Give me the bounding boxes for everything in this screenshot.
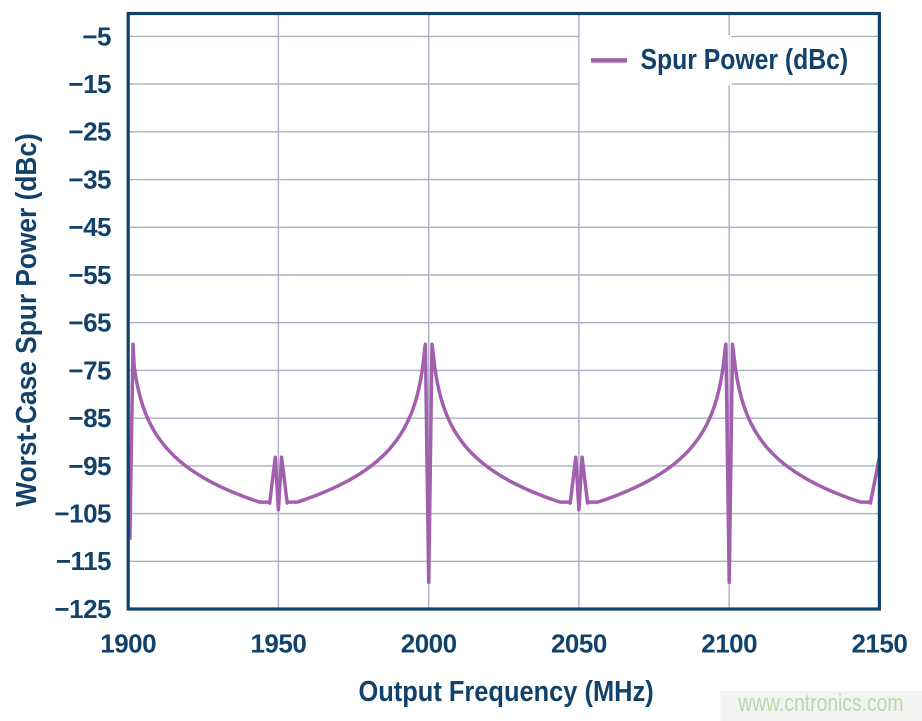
svg-text:−75: −75	[68, 355, 111, 385]
svg-text:Worst-Case Spur Power (dBc): Worst-Case Spur Power (dBc)	[10, 133, 42, 506]
svg-text:Output Frequency (MHz): Output Frequency (MHz)	[359, 674, 654, 707]
svg-text:−85: −85	[68, 403, 111, 433]
svg-text:−125: −125	[54, 594, 111, 624]
svg-text:−25: −25	[68, 117, 111, 147]
svg-text:−105: −105	[54, 499, 111, 529]
svg-text:www.cntronics.com: www.cntronics.com	[737, 689, 903, 717]
svg-text:−65: −65	[68, 308, 111, 338]
svg-text:2100: 2100	[701, 628, 757, 658]
svg-text:1950: 1950	[250, 628, 306, 658]
svg-text:2150: 2150	[851, 628, 907, 658]
svg-text:−5: −5	[82, 21, 111, 51]
svg-text:−115: −115	[56, 546, 111, 576]
svg-text:−45: −45	[68, 212, 111, 242]
svg-text:1900: 1900	[100, 628, 156, 658]
svg-text:−15: −15	[68, 69, 111, 99]
svg-text:2000: 2000	[401, 628, 457, 658]
svg-text:2050: 2050	[551, 628, 607, 658]
svg-text:−35: −35	[68, 165, 111, 195]
svg-text:Spur Power (dBc): Spur Power (dBc)	[641, 43, 849, 75]
svg-text:−55: −55	[68, 260, 111, 290]
svg-text:−95: −95	[68, 451, 111, 481]
